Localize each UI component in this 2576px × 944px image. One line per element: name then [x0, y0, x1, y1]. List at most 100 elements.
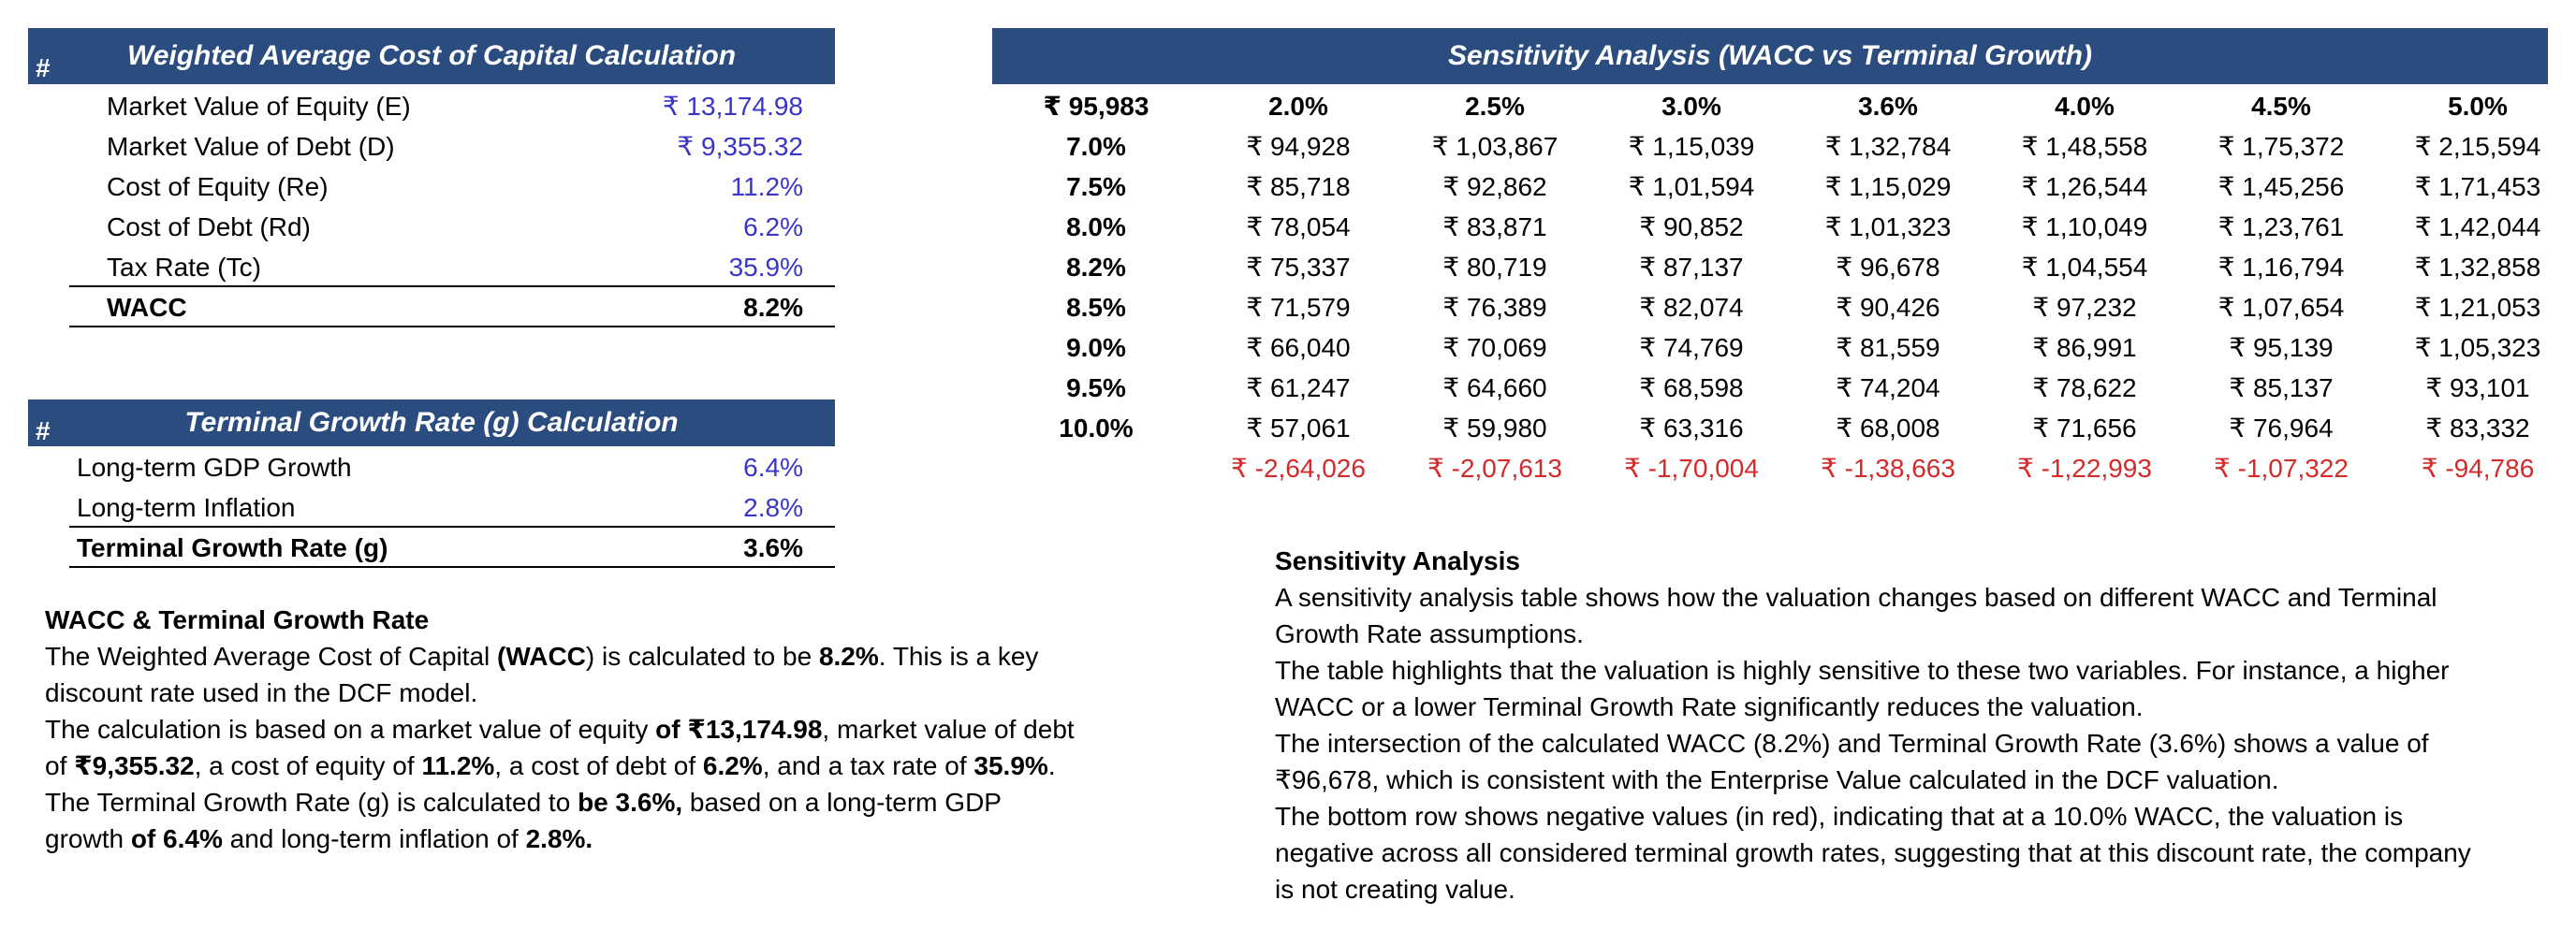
sensitivity-value-cell: ₹ 1,15,029: [1824, 172, 1952, 201]
growth-header-hash: #: [36, 416, 51, 445]
sensitivity-value-cell: ₹ 83,871: [1442, 212, 1547, 241]
sensitivity-value-cell: ₹ 2,15,594: [2414, 132, 2541, 161]
sensitivity-value-cell: ₹ 92,862: [1442, 172, 1547, 201]
sensitivity-table-header: Sensitivity Analysis (WACC vs Terminal G…: [992, 28, 2548, 84]
wacc-row-label: Cost of Equity (Re): [107, 172, 329, 201]
growth-table-header: # Terminal Growth Rate (g) Calculation: [28, 399, 835, 446]
sensitivity-value-cell: ₹ 76,964: [2229, 414, 2334, 443]
sensitivity-value-cell: ₹ 1,23,761: [2217, 212, 2345, 241]
wacc-row-label: Tax Rate (Tc): [107, 253, 261, 282]
wacc-header-hash: #: [36, 53, 51, 82]
sensitivity-value-cell: ₹ 57,061: [1246, 414, 1351, 443]
growth-rate-header: 3.6%: [1858, 92, 1918, 121]
wacc-row: Tax Rate (Tc) 35.9%: [28, 247, 835, 287]
left-commentary-paragraph: The Weighted Average Cost of Capital (WA…: [45, 642, 1039, 707]
wacc-rate-label: 8.2%: [1066, 253, 1126, 282]
growth-row-value: 6.4%: [743, 453, 803, 482]
negative-value-cell: ₹ -1,22,993: [2017, 454, 2152, 483]
sensitivity-value-cell: ₹ 63,316: [1639, 414, 1744, 443]
sensitivity-value-cell: ₹ 80,719: [1442, 253, 1547, 282]
wacc-rate-label: 9.0%: [1066, 333, 1126, 362]
wacc-rate-label: 8.5%: [1066, 293, 1126, 322]
sensitivity-value-cell: ₹ 68,598: [1639, 373, 1744, 402]
wacc-row-value: 11.2%: [730, 172, 803, 201]
sensitivity-value-cell: ₹ 71,656: [2032, 414, 2137, 443]
wacc-rate-label: 9.5%: [1066, 373, 1126, 402]
sensitivity-value-cell: ₹ 74,769: [1639, 333, 1744, 362]
sensitivity-value-cell: ₹ 1,16,794: [2217, 253, 2345, 282]
wacc-total-value: 8.2%: [743, 293, 803, 322]
wacc-total-label: WACC: [107, 293, 187, 322]
growth-total-top-rule: [69, 526, 835, 528]
wacc-total-top-rule: [69, 285, 835, 287]
sensitivity-value-cell: ₹ 97,232: [2032, 293, 2137, 322]
sensitivity-value-cell: ₹ 1,05,323: [2414, 333, 2541, 362]
left-commentary-paragraph: The calculation is based on a market val…: [45, 715, 1075, 780]
wacc-row-value: ₹ 13,174.98: [662, 92, 803, 121]
sensitivity-value-cell: ₹ 1,45,256: [2217, 172, 2345, 201]
left-commentary-paragraph: The Terminal Growth Rate (g) is calculat…: [45, 788, 1002, 853]
left-commentary: WACC & Terminal Growth Rate The Weighted…: [45, 602, 1084, 857]
negative-value-cell: ₹ -1,07,322: [2214, 454, 2349, 483]
sensitivity-value-cell: ₹ 87,137: [1639, 253, 1744, 282]
sensitivity-value-cell: ₹ 1,03,867: [1431, 132, 1559, 161]
sensitivity-value-cell: ₹ 90,852: [1639, 212, 1744, 241]
growth-total-row: Terminal Growth Rate (g) 3.6%: [28, 528, 835, 568]
growth-total-bottom-rule: [69, 566, 835, 568]
sensitivity-value-cell: ₹ 82,074: [1639, 293, 1744, 322]
sensitivity-value-cell: ₹ 1,04,554: [2021, 253, 2148, 282]
growth-row-value: 2.8%: [743, 493, 803, 522]
sensitivity-value-cell: ₹ 70,069: [1442, 333, 1547, 362]
right-commentary-paragraph: The intersection of the calculated WACC …: [1275, 729, 2429, 794]
wacc-row: Market Value of Equity (E) ₹ 13,174.98: [28, 86, 835, 126]
wacc-rate-label: 8.0%: [1066, 212, 1126, 241]
growth-rate-header: 2.0%: [1268, 92, 1328, 121]
wacc-table-title: Weighted Average Cost of Capital Calcula…: [126, 40, 737, 71]
sensitivity-value-cell: ₹ 90,426: [1836, 293, 1940, 322]
wacc-table-header: # Weighted Average Cost of Capital Calcu…: [28, 28, 835, 84]
sensitivity-value-cell: ₹ 81,559: [1836, 333, 1940, 362]
sensitivity-value-cell: ₹ 75,337: [1246, 253, 1351, 282]
right-commentary-paragraph: The table highlights that the valuation …: [1275, 656, 2450, 721]
negative-value-cell: ₹ -2,07,613: [1427, 454, 1562, 483]
sensitivity-value-cell: ₹ 1,26,544: [2021, 172, 2148, 201]
growth-row-label: Long-term Inflation: [77, 493, 296, 522]
right-commentary: Sensitivity Analysis A sensitivity analy…: [1275, 543, 2492, 908]
sensitivity-value-cell: ₹ 86,991: [2032, 333, 2137, 362]
wacc-row-value: 35.9%: [728, 253, 803, 282]
wacc-row-value: ₹ 9,355.32: [677, 132, 803, 161]
sensitivity-value-cell: ₹ 1,07,654: [2217, 293, 2345, 322]
sensitivity-value-cell: ₹ 1,01,323: [1824, 212, 1952, 241]
wacc-row: Cost of Debt (Rd) 6.2%: [28, 207, 835, 247]
sensitivity-value-cell: ₹ 85,137: [2229, 373, 2334, 402]
wacc-row: Market Value of Debt (D) ₹ 9,355.32: [28, 126, 835, 167]
wacc-row-label: Cost of Debt (Rd): [107, 212, 311, 241]
sensitivity-value-cell: ₹ 64,660: [1442, 373, 1547, 402]
sensitivity-value-cell: ₹ 95,139: [2229, 333, 2334, 362]
negative-value-cell: ₹ -2,64,026: [1231, 454, 1366, 483]
wacc-rate-label: 7.0%: [1066, 132, 1126, 161]
growth-total-label: Terminal Growth Rate (g): [77, 533, 388, 562]
sensitivity-value-cell: ₹ 1,10,049: [2021, 212, 2148, 241]
sensitivity-value-cell: ₹ 74,204: [1836, 373, 1940, 402]
sensitivity-corner-value: ₹ 95,983: [1043, 92, 1149, 121]
wacc-row-label: Market Value of Debt (D): [107, 132, 395, 161]
sensitivity-grid: ₹ 95,983 2.0% 2.5% 3.0% 3.6% 4.0% 4.5% 5.0% 7.0%…: [992, 86, 2548, 488]
sensitivity-value-cell: ₹ 1,01,594: [1628, 172, 1755, 201]
sensitivity-value-cell: ₹ 76,389: [1442, 293, 1547, 322]
sensitivity-value-cell: ₹ 93,101: [2425, 373, 2530, 402]
sensitivity-value-cell: ₹ 66,040: [1246, 333, 1351, 362]
growth-table-title: Terminal Growth Rate (g) Calculation: [184, 407, 679, 438]
sensitivity-value-cell: ₹ 83,332: [2425, 414, 2530, 443]
wacc-row-value: 6.2%: [743, 212, 803, 241]
growth-rate-header: 4.0%: [2055, 92, 2115, 121]
sensitivity-value-cell: ₹ 1,32,784: [1824, 132, 1952, 161]
wacc-rate-label: 7.5%: [1066, 172, 1126, 201]
wacc-row-label: Market Value of Equity (E): [107, 92, 411, 121]
sensitivity-value-cell: ₹ 78,054: [1246, 212, 1351, 241]
sensitivity-value-cell: ₹ 1,21,053: [2414, 293, 2541, 322]
growth-total-value: 3.6%: [743, 533, 803, 562]
growth-row-label: Long-term GDP Growth: [77, 453, 352, 482]
negative-value-cell: ₹ -1,70,004: [1624, 454, 1759, 483]
sensitivity-value-cell: ₹ 78,622: [2032, 373, 2137, 402]
